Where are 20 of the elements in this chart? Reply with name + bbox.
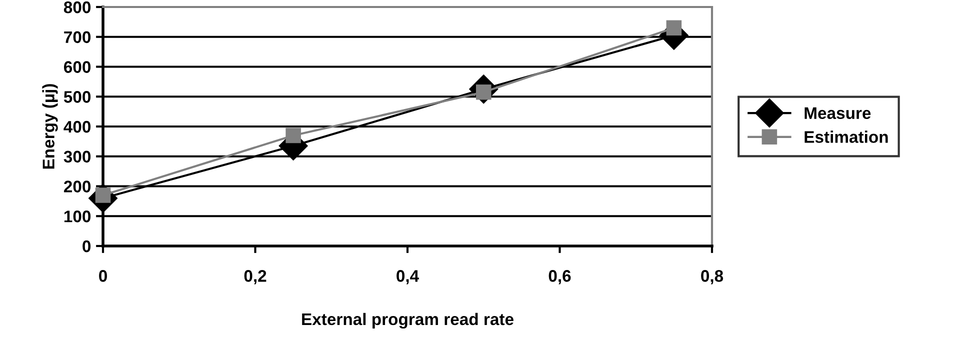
y-tick-label: 200 xyxy=(64,180,91,192)
y-axis-title: Energy (µj) xyxy=(42,84,58,169)
x-tick-label: 0,2 xyxy=(244,270,266,284)
y-tick-label: 700 xyxy=(64,31,91,44)
legend-label: Estimation xyxy=(804,130,888,143)
y-tick-label: 100 xyxy=(64,210,91,222)
x-axis-title: External program read rate xyxy=(302,312,514,329)
legend-label: Measure xyxy=(804,107,871,120)
x-tick-label: 0,8 xyxy=(701,270,724,284)
point xyxy=(286,128,301,144)
y-tick-label: 600 xyxy=(64,61,91,73)
point xyxy=(666,20,682,36)
x-tick-label: 0 xyxy=(99,270,107,282)
y-tick-label: 400 xyxy=(64,120,91,133)
x-tick-label: 0,6 xyxy=(548,270,571,284)
y-tick-label: 0 xyxy=(82,240,91,252)
x-tick-label: 0,4 xyxy=(396,270,419,284)
y-tick-label: 800 xyxy=(64,1,91,14)
y-tick-label: 300 xyxy=(64,150,91,163)
y-tick-label: 500 xyxy=(64,91,91,103)
